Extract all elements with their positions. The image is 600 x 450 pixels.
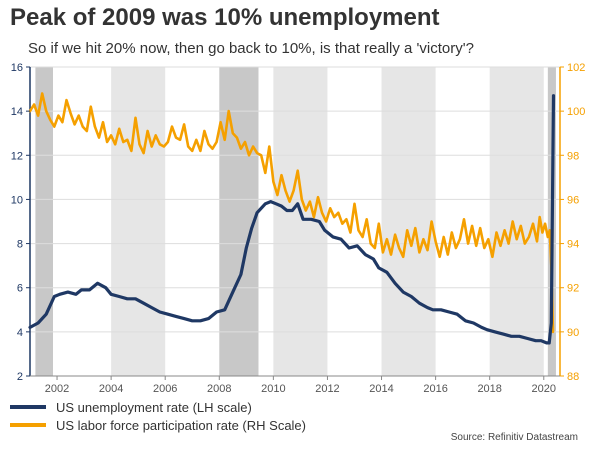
left-tick-label: 8 — [17, 239, 23, 251]
left-tick-label: 6 — [17, 283, 23, 295]
right-tick-label: 94 — [567, 239, 579, 251]
right-tick-label: 92 — [567, 283, 579, 295]
series-line-participation — [28, 92, 555, 334]
right-tick-label: 100 — [567, 106, 585, 118]
legend-item-participation: US labor force participation rate (RH Sc… — [10, 416, 306, 434]
right-tick-label: 96 — [567, 194, 579, 206]
legend-swatch-unemployment — [10, 405, 46, 409]
tick-labels: 2 4 6 8 10 12 14 16 88 90 92 94 96 98 100 102 2002 2004 20… — [11, 62, 586, 395]
chart-subtitle: So if we hit 20% now, then go back to 10… — [28, 40, 474, 57]
right-tick-label: 98 — [567, 150, 579, 162]
x-tick-label: 2008 — [207, 383, 231, 395]
legend-label-unemployment: US unemployment rate (LH scale) — [56, 399, 252, 415]
x-tick-label: 2014 — [369, 383, 393, 395]
shaded-period-recession — [219, 67, 259, 376]
series-lines — [28, 92, 556, 345]
left-tick-label: 12 — [11, 150, 23, 162]
x-tick-label: 2020 — [532, 383, 556, 395]
x-tick-label: 2012 — [315, 383, 339, 395]
axes — [29, 67, 561, 377]
chart-title: Peak of 2009 was 10% unemployment — [10, 4, 440, 31]
shaded-period-band — [111, 67, 166, 376]
left-tick-label: 10 — [11, 194, 23, 206]
left-tick-label: 4 — [17, 327, 23, 339]
x-tick-label: 2016 — [423, 383, 447, 395]
source-note: Source: Refinitiv Datastream — [450, 432, 578, 443]
legend: US unemployment rate (LH scale) US labor… — [10, 398, 306, 434]
legend-item-unemployment: US unemployment rate (LH scale) — [10, 398, 306, 416]
x-tick-label: 2018 — [477, 383, 501, 395]
left-tick-label: 16 — [11, 62, 23, 74]
shaded-period-band — [381, 67, 436, 376]
shaded-period-band — [489, 67, 544, 376]
legend-swatch-participation — [10, 423, 46, 427]
right-tick-label: 90 — [567, 327, 579, 339]
right-tick-label: 88 — [567, 371, 579, 383]
legend-label-participation: US labor force participation rate (RH Sc… — [56, 417, 306, 433]
x-tick-label: 2010 — [261, 383, 285, 395]
left-tick-label: 2 — [17, 371, 23, 383]
right-tick-label: 102 — [567, 62, 585, 74]
left-tick-label: 14 — [11, 106, 23, 118]
shaded-bands — [35, 67, 556, 376]
shaded-period-recession — [35, 67, 53, 376]
x-tick-label: 2002 — [45, 383, 69, 395]
x-tick-label: 2004 — [99, 383, 123, 395]
x-tick-label: 2006 — [153, 383, 177, 395]
series-line-unemployment — [28, 94, 556, 345]
